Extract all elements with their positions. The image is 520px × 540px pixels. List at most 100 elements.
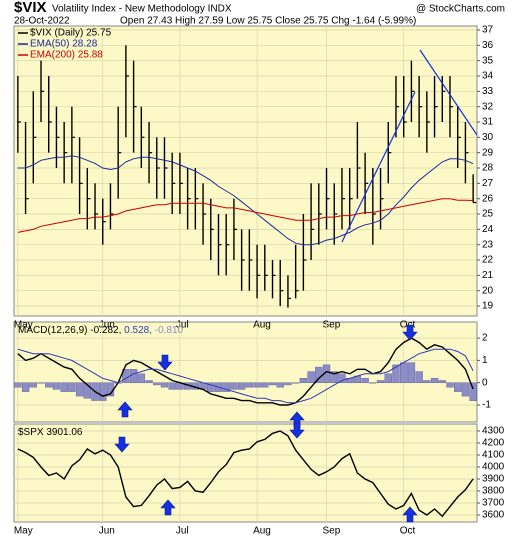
histogram-bar	[83, 382, 91, 399]
y-tick-label: 27	[482, 178, 494, 189]
y-tick-label: 19	[482, 301, 494, 312]
histogram-bar	[307, 371, 315, 383]
y-tick-label: 31	[482, 117, 494, 128]
histogram-bar	[291, 382, 300, 384]
histogram-bar	[237, 382, 246, 390]
spx-panel	[13, 423, 478, 523]
x-tick-label: Oct	[400, 526, 416, 537]
histogram-bar	[261, 382, 269, 388]
histogram-bar	[29, 382, 37, 388]
series-line	[17, 337, 474, 406]
histogram-bar	[37, 382, 45, 384]
legend-entry: 0.528,	[124, 325, 152, 336]
histogram-bar	[392, 364, 400, 383]
series-line	[17, 430, 474, 518]
histogram-bar	[222, 382, 230, 392]
histogram-bar	[361, 378, 369, 383]
histogram-bar	[268, 382, 277, 386]
annotations	[114, 49, 478, 523]
y-tick-label: 26	[482, 193, 494, 204]
y-tick-label: 3700	[482, 498, 505, 509]
title: Volatility Index - New Methodology INDX	[52, 4, 232, 15]
y-tick-label: 3800	[482, 486, 505, 497]
x-tick-label: Jul	[176, 320, 189, 331]
x-tick-label: May	[14, 320, 33, 331]
legend-entry: MACD(12,26,9) -0.282,	[18, 325, 121, 336]
histogram-bar	[253, 382, 261, 388]
y-tick-label: 3900	[482, 474, 505, 485]
y-tick-label: 23	[482, 239, 494, 250]
histogram-bar	[430, 378, 439, 383]
legend-entry: $SPX 3901.06	[18, 427, 83, 438]
y-tick-label: 36	[482, 40, 494, 51]
histogram-bar	[75, 382, 84, 397]
x-tick-label: May	[14, 526, 33, 537]
y-tick-label: 32	[482, 101, 494, 112]
y-tick-label: 2	[482, 333, 488, 344]
trend-line	[419, 49, 478, 136]
histogram-bar	[245, 382, 254, 388]
y-tick-label: 4100	[482, 450, 505, 461]
histogram-bar	[284, 382, 292, 386]
histogram-bar	[446, 382, 454, 388]
y-tick-label: 28	[482, 163, 494, 174]
histogram-bar	[230, 382, 238, 390]
y-tick-label: 4300	[482, 426, 505, 437]
histogram-bar	[129, 369, 138, 383]
x-tick-label: Aug	[253, 526, 271, 537]
x-tick-label: Sep	[323, 526, 341, 537]
histogram-bar	[384, 373, 392, 383]
date: 28-Oct-2022	[14, 16, 70, 27]
arrow-up	[402, 506, 418, 523]
arrow-down	[289, 422, 305, 439]
histogram-bar	[376, 380, 385, 383]
histogram-bar	[137, 373, 145, 383]
histogram-bar	[99, 382, 107, 401]
histogram-bar	[415, 371, 423, 383]
legend-label: EMA(200) 25.88	[30, 50, 103, 61]
y-tick-label: 20	[482, 285, 494, 296]
y-tick-label: 4200	[482, 438, 505, 449]
x-tick-label: Sep	[323, 320, 341, 331]
marks: 19202122232425262728293031323334353637Ma…	[14, 25, 505, 537]
y-tick-label: 24	[482, 224, 494, 235]
histogram-bar	[168, 382, 176, 390]
histogram-bar	[338, 373, 346, 383]
symbol: $VIX	[14, 0, 47, 16]
y-tick-label: 1	[482, 355, 488, 366]
x-tick-label: Jul	[176, 526, 189, 537]
histogram-bar	[45, 382, 53, 388]
series-line	[17, 155, 474, 246]
legend-label: $SPX 3901.06	[18, 427, 83, 438]
arrow-up	[160, 499, 176, 516]
series-line	[17, 348, 474, 404]
histogram-bar	[454, 382, 462, 392]
histogram-bar	[407, 362, 416, 383]
arrow-up	[117, 401, 133, 418]
y-tick-label: 3600	[482, 510, 505, 521]
y-tick-label: 33	[482, 86, 494, 97]
histogram-bar	[423, 380, 431, 383]
histogram-bar	[299, 378, 308, 383]
y-tick-label: 21	[482, 270, 494, 281]
y-tick-label: 34	[482, 71, 494, 82]
histogram-bar	[438, 380, 446, 383]
legend-entry: -0.810	[155, 325, 184, 336]
histogram-bar	[461, 382, 470, 397]
histogram-bar	[369, 382, 377, 384]
arrow-down	[157, 354, 173, 371]
histogram-bar	[330, 371, 338, 383]
histogram-bar	[276, 382, 284, 388]
y-tick-label: 37	[482, 25, 494, 36]
x-tick-label: Aug	[253, 320, 271, 331]
y-tick-label: 22	[482, 255, 494, 266]
legend-label: $VIX (Daily) 25.75	[30, 28, 112, 39]
x-tick-label: Jun	[99, 320, 115, 331]
quote: Open 27.43 High 27.59 Low 25.75 Close 25…	[120, 16, 416, 27]
y-tick-label: -1	[482, 400, 491, 411]
histogram-bar	[153, 382, 161, 386]
histogram-bar	[68, 382, 76, 392]
arrow-down	[114, 436, 130, 453]
histogram-bar	[21, 382, 30, 392]
